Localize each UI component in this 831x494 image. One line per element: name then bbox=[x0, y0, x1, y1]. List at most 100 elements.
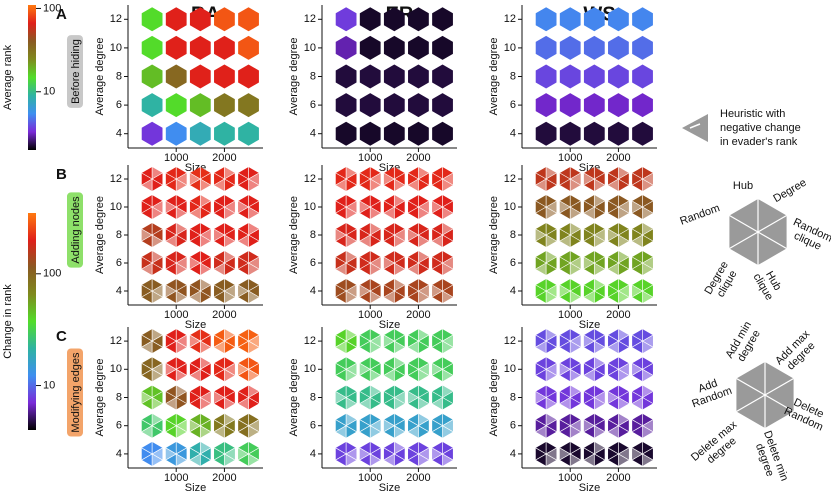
wedge-line bbox=[224, 200, 235, 208]
wedge-shade bbox=[346, 363, 357, 376]
wedge-line bbox=[545, 172, 557, 180]
wedge-line bbox=[594, 200, 605, 208]
x-tick-label: 1000 bbox=[164, 472, 188, 484]
wedge-shade bbox=[642, 173, 653, 185]
wedge-line bbox=[559, 425, 571, 433]
wedge-shade bbox=[535, 341, 547, 354]
wedge-line bbox=[442, 262, 454, 270]
wedge-line bbox=[594, 178, 605, 186]
wedge-line bbox=[407, 453, 419, 461]
wedge-line bbox=[335, 290, 347, 298]
wedge-line bbox=[545, 453, 557, 461]
wedge-line bbox=[431, 200, 443, 208]
wedge-shade bbox=[442, 341, 453, 354]
wedge-shade bbox=[432, 201, 443, 213]
wedge-line bbox=[559, 234, 571, 242]
wedge-shade bbox=[408, 263, 419, 275]
wedge-line bbox=[345, 397, 357, 404]
wedge-line bbox=[248, 284, 260, 292]
x-tick-label: 2000 bbox=[406, 309, 430, 321]
wedge-shade bbox=[394, 179, 405, 191]
wedge-line bbox=[535, 290, 547, 298]
wedge-line bbox=[213, 425, 225, 433]
wedge-shade bbox=[570, 207, 581, 219]
wedge-line bbox=[383, 425, 395, 433]
wedge-line bbox=[383, 419, 395, 427]
wedge-line bbox=[383, 447, 395, 455]
wedge-line bbox=[151, 206, 163, 214]
y-tick-label: 10 bbox=[304, 201, 316, 213]
wedge-line bbox=[359, 200, 371, 208]
wedge-line bbox=[248, 391, 260, 398]
wedge-line bbox=[594, 391, 605, 398]
wedge-line bbox=[407, 368, 419, 376]
wedge-line bbox=[165, 234, 177, 242]
wedge-line bbox=[570, 200, 581, 208]
wedge-shade bbox=[618, 329, 629, 342]
wedge-line bbox=[607, 419, 619, 427]
wedge-line bbox=[345, 234, 357, 242]
x-tick-label: 1000 bbox=[558, 309, 582, 321]
wedge-shade bbox=[189, 453, 201, 466]
wedge-shade bbox=[570, 291, 581, 303]
wedge-shade bbox=[370, 369, 381, 382]
wedge-shade bbox=[189, 257, 201, 269]
wedge-shade bbox=[570, 257, 581, 269]
hexagon bbox=[335, 7, 357, 32]
wedge-shade bbox=[632, 447, 643, 460]
wedge-shade bbox=[200, 179, 211, 191]
wedge-shade bbox=[200, 357, 211, 370]
wedge-line bbox=[141, 256, 153, 264]
x-tick-label: 2000 bbox=[606, 152, 630, 164]
wedge-shade bbox=[570, 179, 581, 191]
wedge-shade bbox=[359, 447, 371, 460]
wedge-line bbox=[165, 397, 177, 404]
wedge-line bbox=[370, 200, 381, 208]
wedge-line bbox=[535, 178, 547, 186]
x-tick-label: 2000 bbox=[406, 472, 430, 484]
wedge-line bbox=[418, 419, 429, 427]
wedge-line bbox=[248, 447, 260, 455]
wedge-shade bbox=[408, 341, 419, 354]
wedge-line bbox=[141, 419, 153, 427]
wedge-line bbox=[407, 262, 419, 270]
wedge-line bbox=[583, 419, 595, 427]
wedge-line bbox=[176, 368, 187, 376]
y-tick-label: 12 bbox=[304, 13, 316, 25]
wedge-line bbox=[200, 284, 211, 292]
y-axis-label: Average degree bbox=[488, 37, 500, 115]
wedge-shade bbox=[238, 447, 249, 460]
wedge-line bbox=[200, 290, 211, 298]
wedge-line bbox=[642, 447, 654, 455]
wedge-line bbox=[431, 172, 443, 180]
wedge-line bbox=[151, 447, 163, 455]
wedge-shade bbox=[200, 397, 211, 410]
wedge-line bbox=[583, 290, 595, 298]
wedge-line bbox=[335, 447, 347, 455]
hexagon bbox=[432, 64, 453, 89]
y-tick-label: 10 bbox=[504, 42, 516, 54]
wedge-shade bbox=[152, 453, 163, 466]
wedge-line bbox=[394, 178, 405, 186]
y-tick-label: 12 bbox=[504, 173, 516, 185]
wedge-shade bbox=[583, 291, 595, 303]
wedge-shade bbox=[418, 397, 429, 410]
wedge-line bbox=[418, 340, 429, 348]
hexagon bbox=[535, 121, 557, 146]
hexagon bbox=[432, 35, 453, 60]
wedge-shade bbox=[618, 167, 629, 179]
wedge-line bbox=[631, 391, 643, 398]
wedge-shade bbox=[214, 391, 225, 404]
wedge-line bbox=[224, 419, 235, 427]
legend-wedge-line bbox=[736, 377, 766, 396]
wedge-shade bbox=[642, 419, 653, 432]
wedge-line bbox=[141, 262, 153, 270]
wedge-line bbox=[345, 290, 357, 298]
wedge-line bbox=[631, 419, 643, 427]
wedge-shade bbox=[418, 235, 429, 247]
y-tick-label: 8 bbox=[510, 391, 516, 403]
wedge-line bbox=[335, 172, 347, 180]
wedge-line bbox=[359, 419, 371, 427]
